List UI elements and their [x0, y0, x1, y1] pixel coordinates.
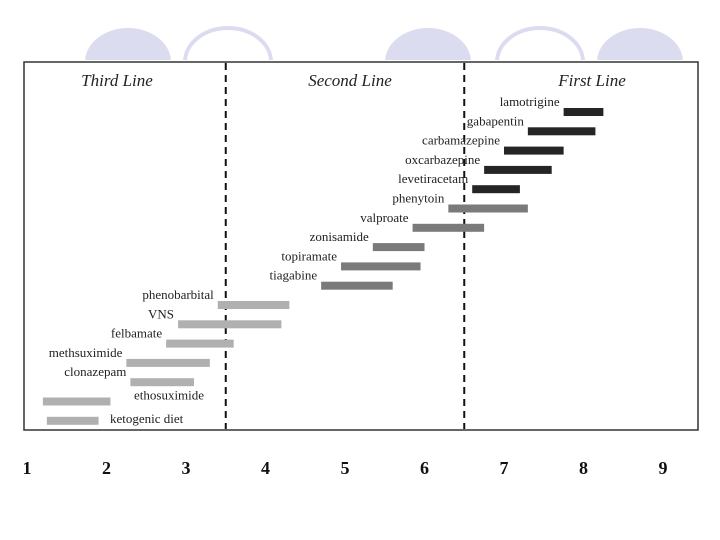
bar-zonisamide: [372, 243, 425, 252]
bar-felbamate: [166, 339, 234, 348]
x-tick-label: 6: [420, 458, 429, 478]
bar-phenytoin: [448, 204, 528, 213]
bar-label: methsuximide: [49, 345, 123, 360]
section-header: Second Line: [308, 71, 392, 90]
bar-carbamazepine: [504, 146, 564, 155]
bar-valproate: [412, 223, 485, 232]
bar-labels: lamotrigine gabapentin carbamazepine oxcarb…: [49, 94, 560, 426]
bar-gabapentin: [527, 127, 596, 136]
x-tick-label: 2: [102, 458, 111, 478]
decor-ellipse: [85, 28, 171, 60]
x-tick-label: 9: [659, 458, 668, 478]
bar-label: felbamate: [111, 326, 162, 341]
bar-methsuximide: [126, 358, 210, 367]
slide-decoration: [85, 26, 683, 60]
bar-label: carbamazepine: [422, 133, 500, 148]
bar-ketogenic-diet: [46, 416, 99, 425]
x-tick-label: 4: [261, 458, 270, 478]
bar-label: phenobarbital: [142, 287, 214, 302]
bar-lamotrigine: [563, 108, 604, 116]
bar-label: oxcarbazepine: [405, 152, 480, 167]
bar-label: tiagabine: [269, 268, 317, 283]
bar-label: ethosuximide: [134, 388, 204, 403]
x-tick-label: 5: [341, 458, 350, 478]
section-header: First Line: [557, 71, 626, 90]
x-tick-label: 1: [23, 458, 32, 478]
chart-frame: [23, 61, 699, 431]
section-header: Third Line: [81, 71, 153, 90]
bar-ethosuximide: [42, 397, 111, 406]
decor-ellipse: [495, 26, 585, 60]
x-tick-label: 8: [579, 458, 588, 478]
bar-label: VNS: [148, 306, 174, 321]
x-axis-ticks: 1 2 3 4 5 6 7 8 9: [23, 458, 668, 478]
bar-label: gabapentin: [467, 113, 525, 128]
bar-topiramate: [341, 262, 421, 271]
bar-phenobarbital: [217, 301, 290, 309]
bar-oxcarbazepine: [484, 165, 552, 174]
decor-ellipse: [183, 26, 273, 60]
decor-ellipse: [597, 28, 683, 60]
bar-label: valproate: [360, 210, 409, 225]
bar-levetiracetam: [472, 185, 520, 194]
decor-ellipse: [385, 28, 471, 60]
bar-clonazepam: [130, 378, 194, 387]
bars: [42, 108, 604, 425]
section-headers: Third Line Second Line First Line: [81, 71, 626, 90]
x-tick-label: 3: [182, 458, 191, 478]
bar-label: zonisamide: [310, 229, 369, 244]
bar-tiagabine: [321, 281, 393, 290]
bar-vns: [178, 320, 282, 329]
bar-label: clonazepam: [64, 364, 126, 379]
bar-label: levetiracetam: [398, 171, 468, 186]
x-tick-label: 7: [500, 458, 509, 478]
bar-label: topiramate: [281, 248, 337, 263]
bar-label: lamotrigine: [500, 94, 560, 109]
bar-label: ketogenic diet: [110, 411, 184, 426]
section-dividers: [224, 63, 466, 429]
bar-label: phenytoin: [392, 191, 444, 206]
